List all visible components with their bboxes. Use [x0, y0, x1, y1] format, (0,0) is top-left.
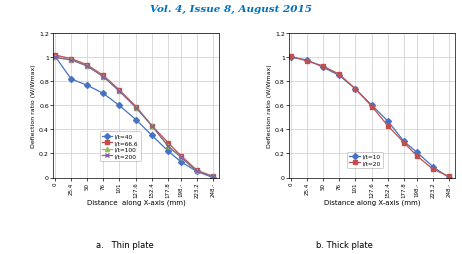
l/t=200 [84, 65, 90, 68]
l/t=40 [84, 84, 90, 87]
l/t=200 [101, 76, 106, 79]
l/t=100 [52, 57, 58, 60]
l/t=20 [401, 141, 407, 145]
l/t=20 [288, 55, 294, 58]
l/t=100 [165, 145, 171, 148]
l/t=200 [165, 145, 171, 148]
l/t=66.6 [195, 169, 200, 172]
l/t=66.6 [178, 155, 184, 158]
l/t=10 [385, 120, 391, 123]
l/t=20 [446, 175, 451, 178]
l/t=200 [116, 90, 122, 93]
l/t=66.6 [84, 64, 90, 67]
Y-axis label: Deflection ratio (W/Wmax): Deflection ratio (W/Wmax) [267, 65, 272, 148]
l/t=40 [116, 105, 122, 108]
l/t=20 [385, 125, 391, 128]
Line: l/t=100: l/t=100 [53, 56, 215, 179]
l/t=100 [149, 125, 155, 128]
l/t=66.6 [210, 175, 216, 178]
l/t=200 [52, 57, 58, 60]
l/t=100 [101, 76, 106, 79]
l/t=40 [101, 92, 106, 96]
l/t=20 [353, 88, 358, 91]
l/t=10 [304, 59, 310, 62]
l/t=200 [178, 156, 184, 159]
l/t=66.6 [116, 89, 122, 92]
l/t=10 [414, 151, 419, 154]
l/t=20 [304, 60, 310, 63]
l/t=100 [195, 170, 200, 173]
l/t=200 [149, 125, 155, 128]
l/t=40 [195, 170, 200, 173]
l/t=40 [165, 150, 171, 153]
Text: Vol. 4, Issue 8, August 2015: Vol. 4, Issue 8, August 2015 [150, 5, 312, 14]
Legend: l/t=40, l/t=66.6, l/t=100, l/t=200: l/t=40, l/t=66.6, l/t=100, l/t=200 [100, 132, 140, 161]
l/t=20 [369, 106, 375, 109]
Line: l/t=20: l/t=20 [289, 55, 451, 179]
l/t=100 [116, 90, 122, 93]
l/t=100 [84, 65, 90, 68]
l/t=40 [149, 134, 155, 137]
Y-axis label: Deflection ratio (W/Wmax): Deflection ratio (W/Wmax) [31, 65, 36, 148]
Text: b. Thick plate: b. Thick plate [316, 240, 373, 249]
l/t=66.6 [149, 125, 155, 128]
l/t=10 [430, 166, 436, 169]
l/t=100 [68, 59, 74, 62]
Legend: l/t=10, l/t=20: l/t=10, l/t=20 [347, 152, 383, 168]
l/t=200 [195, 170, 200, 173]
l/t=100 [178, 156, 184, 159]
Line: l/t=66.6: l/t=66.6 [53, 54, 215, 179]
l/t=10 [288, 57, 294, 60]
l/t=200 [210, 175, 216, 178]
l/t=20 [320, 65, 325, 68]
l/t=10 [336, 75, 342, 78]
Line: l/t=200: l/t=200 [53, 56, 215, 179]
l/t=66.6 [165, 141, 171, 145]
X-axis label: Distance along X-axis (mm): Distance along X-axis (mm) [324, 199, 420, 205]
l/t=10 [320, 66, 325, 69]
l/t=66.6 [134, 106, 139, 109]
l/t=10 [353, 88, 358, 91]
l/t=200 [68, 59, 74, 62]
l/t=40 [52, 55, 58, 58]
l/t=40 [178, 161, 184, 164]
Line: l/t=40: l/t=40 [53, 55, 215, 180]
X-axis label: Distance  along X-axis (mm): Distance along X-axis (mm) [87, 199, 186, 205]
l/t=10 [446, 176, 451, 179]
l/t=200 [134, 107, 139, 110]
l/t=66.6 [52, 54, 58, 57]
l/t=20 [430, 168, 436, 171]
l/t=100 [134, 107, 139, 110]
Text: a.   Thin plate: a. Thin plate [96, 240, 153, 249]
l/t=100 [210, 175, 216, 178]
l/t=10 [369, 105, 375, 108]
l/t=40 [68, 78, 74, 81]
l/t=66.6 [68, 58, 74, 61]
Line: l/t=10: l/t=10 [289, 56, 451, 180]
l/t=10 [401, 140, 407, 144]
l/t=20 [336, 73, 342, 76]
l/t=20 [414, 155, 419, 158]
l/t=66.6 [101, 75, 106, 78]
l/t=40 [210, 176, 216, 179]
l/t=40 [134, 119, 139, 122]
